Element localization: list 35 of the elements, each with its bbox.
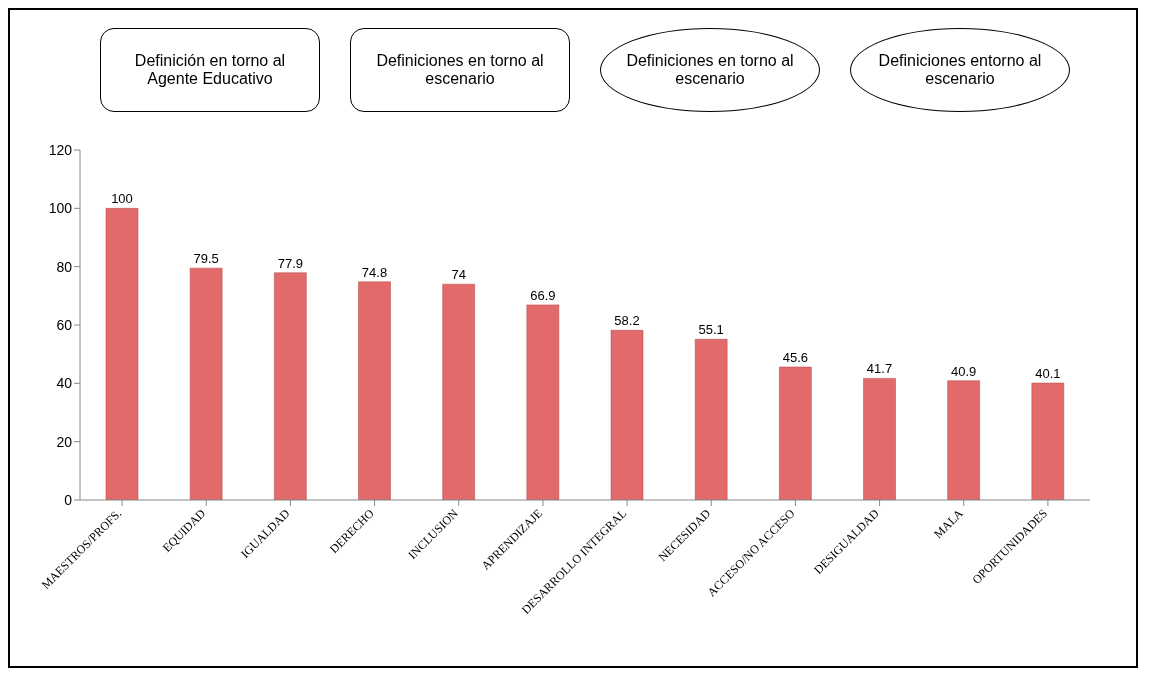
data-label: 79.5 [193, 251, 219, 267]
text: Definición en torno al Agente Educativo [133, 52, 287, 88]
bar [1031, 382, 1065, 500]
text: Definiciones en torno al escenario [375, 52, 545, 88]
data-label: 40.9 [951, 363, 977, 379]
bar [779, 366, 812, 500]
bar [442, 283, 475, 500]
bar [526, 304, 560, 500]
y-tick-label: 120 [48, 141, 73, 158]
bar [105, 208, 139, 500]
data-label: 66.9 [530, 287, 556, 303]
y-tick-label: 0 [64, 491, 73, 508]
text: Definiciones en torno al escenario [625, 52, 795, 88]
bar [694, 339, 728, 500]
data-label: 100 [111, 191, 133, 207]
data-label: 45.6 [782, 350, 808, 365]
data-label: 40.1 [1035, 366, 1061, 382]
bar [358, 281, 391, 500]
data-label: 77.9 [277, 255, 303, 271]
text: Definiciones entorno al escenario [877, 52, 1043, 88]
data-label: 74.8 [361, 264, 388, 280]
bar [863, 378, 896, 500]
y-tick-label: 60 [56, 316, 73, 333]
y-tick-label: 40 [56, 375, 73, 392]
y-tick-label: 80 [56, 258, 73, 275]
y-tick-label: 100 [48, 200, 73, 217]
y-tick-label: 20 [56, 433, 73, 450]
data-label: 41.7 [866, 361, 893, 377]
bar [274, 272, 307, 500]
bar [610, 330, 644, 500]
data-label: 74 [451, 267, 466, 283]
bar [947, 380, 980, 500]
data-label: 55.1 [698, 322, 724, 338]
data-label: 58.2 [614, 313, 640, 329]
bar [189, 267, 223, 500]
